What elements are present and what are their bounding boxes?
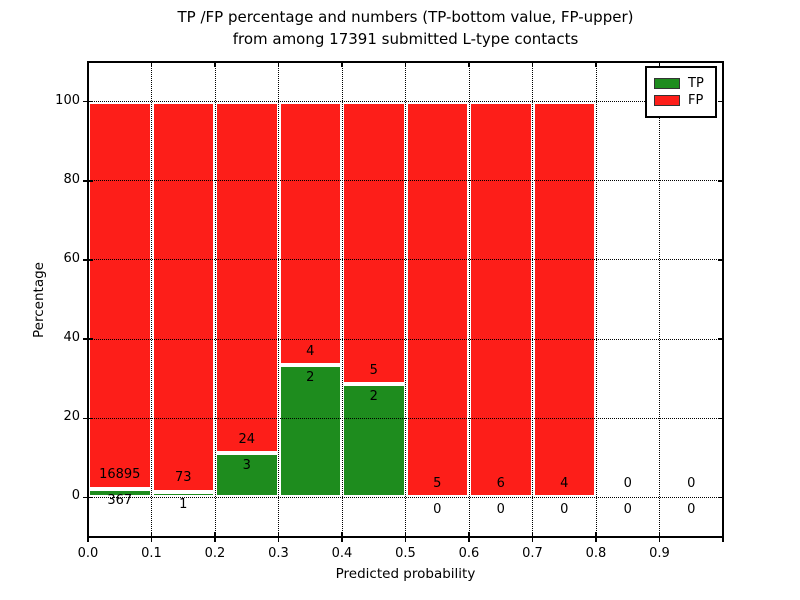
x-tick-mark-top [150, 62, 153, 67]
fp-count-label: 24 [238, 431, 256, 447]
fp-count-label: 5 [433, 475, 442, 491]
tp-bar [278, 365, 342, 498]
x-tick-label: 0.5 [395, 546, 416, 561]
gridline-x [278, 62, 279, 537]
x-tick-mark-top [658, 62, 661, 67]
x-tick-mark-top [214, 62, 216, 67]
x-tick-mark-top [277, 62, 280, 67]
legend-item-tp: TP [654, 76, 708, 91]
y-tick-mark-right [718, 496, 723, 499]
gridline-y [88, 180, 723, 182]
gridline-x [468, 62, 470, 537]
spine-bottom [87, 536, 724, 538]
tp-count-label: 0 [623, 501, 632, 517]
fp-count-label: 0 [687, 475, 696, 491]
gridline-y [88, 417, 723, 419]
y-tick-label: 80 [63, 171, 80, 187]
spine-right [722, 61, 724, 538]
x-tick-label: 0.4 [331, 546, 353, 561]
fp-bar [342, 101, 406, 385]
spine-left [87, 61, 89, 538]
x-tick-label: 0.1 [141, 546, 162, 561]
gridline-x [659, 62, 660, 537]
fp-legend-label: FP [688, 93, 704, 108]
y-tick-label: 100 [55, 92, 80, 108]
x-tick-mark-top [595, 62, 597, 67]
fp-bar [88, 101, 152, 489]
x-tick-label: 0.3 [268, 546, 289, 561]
gridline-y [88, 101, 723, 103]
y-tick-mark-right [718, 417, 723, 419]
tp-count-label: 3 [242, 457, 251, 473]
chart-title: TP /FP percentage and numbers (TP-bottom… [88, 6, 723, 50]
chart-title-line-2: from among 17391 submitted L-type contac… [232, 30, 579, 48]
tp-count-label: 367 [107, 493, 133, 509]
tp-count-label: 0 [496, 501, 505, 517]
y-tick-label: 40 [63, 330, 80, 346]
tp-count-label: 2 [306, 369, 315, 385]
fp-legend-swatch-icon [654, 95, 680, 106]
y-tick-label: 60 [63, 250, 80, 266]
fp-bar [469, 101, 533, 498]
fp-count-label: 6 [496, 475, 505, 491]
fp-bar [532, 101, 596, 498]
tp-count-label: 0 [433, 501, 442, 517]
chart-title-line-1: TP /FP percentage and numbers (TP-bottom… [177, 8, 634, 26]
x-tick-mark-top [341, 62, 343, 67]
x-tick-label: 0.7 [522, 546, 543, 561]
legend: TP FP [645, 66, 717, 118]
fp-bar [405, 101, 469, 498]
gridline-x [341, 62, 343, 537]
tp-count-label: 1 [179, 496, 188, 512]
gridline-y [88, 496, 723, 498]
fp-count-label: 16895 [99, 467, 141, 483]
spine-top [87, 61, 724, 63]
fp-count-label: 4 [306, 343, 315, 359]
y-tick-mark-right [718, 259, 723, 261]
tp-count-label: 0 [687, 501, 696, 517]
tp-count-label: 2 [369, 388, 378, 404]
fp-count-label: 0 [623, 475, 632, 491]
tp-bar [215, 453, 279, 498]
legend-item-fp: FP [654, 93, 708, 108]
x-tick-label: 0.9 [649, 546, 670, 561]
tp-count-label: 0 [560, 501, 569, 517]
x-tick-label: 0.8 [585, 546, 607, 561]
fp-count-label: 5 [369, 362, 378, 378]
gridline-x [532, 62, 533, 537]
fp-bar [278, 101, 342, 366]
x-tick-label: 0.6 [458, 546, 480, 561]
tp-bar [151, 492, 215, 498]
gridline-x [595, 62, 597, 537]
y-axis-label: Percentage [31, 262, 47, 338]
x-tick-mark-top [531, 62, 534, 67]
x-tick-label: 0.2 [204, 546, 226, 561]
tp-legend-label: TP [688, 76, 704, 91]
gridline-y [88, 259, 723, 261]
y-tick-mark-right [718, 338, 723, 340]
gridline-y [88, 338, 723, 340]
fp-bar [215, 101, 279, 454]
y-tick-label: 20 [63, 409, 80, 425]
fp-count-label: 73 [174, 470, 192, 486]
fp-count-label: 4 [560, 475, 569, 491]
x-tick-mark-top [404, 62, 407, 67]
x-axis-label: Predicted probability [335, 566, 476, 582]
tp-bar [342, 384, 406, 498]
x-tick-label: 0.0 [77, 546, 99, 561]
gridline-x [405, 62, 406, 537]
y-tick-mark-right [718, 180, 723, 182]
y-tick-label: 0 [71, 488, 80, 504]
tp-legend-swatch-icon [654, 78, 680, 89]
y-tick-mark-right [718, 100, 723, 103]
gridline-x [214, 62, 216, 537]
fp-bar [151, 101, 215, 493]
gridline-x [151, 62, 152, 537]
x-tick-mark-top [468, 62, 470, 67]
